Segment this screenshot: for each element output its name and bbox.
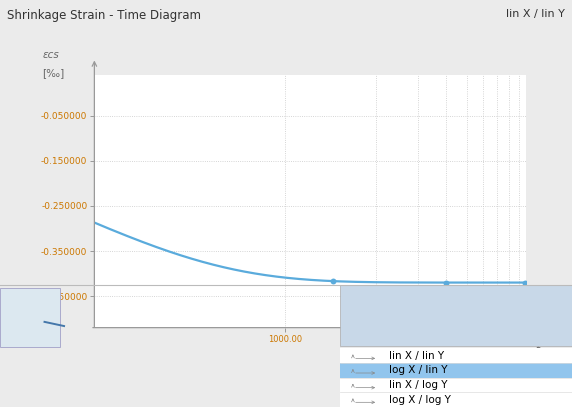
Text: εcs: εcs	[42, 50, 59, 60]
Text: Shrinkage Strain - Time Diagram: Shrinkage Strain - Time Diagram	[7, 9, 201, 22]
Point	[521, 279, 530, 286]
Text: lin X / lin Y: lin X / lin Y	[389, 351, 444, 361]
FancyBboxPatch shape	[340, 363, 572, 378]
Text: lin X / log Y: lin X / log Y	[389, 380, 447, 390]
Point	[441, 279, 450, 286]
Text: log X / log Y: log X / log Y	[389, 395, 451, 405]
Text: [days]: [days]	[535, 361, 568, 370]
FancyBboxPatch shape	[340, 348, 572, 363]
FancyBboxPatch shape	[340, 285, 572, 346]
Text: lin X / lin Y: lin X / lin Y	[506, 9, 565, 19]
FancyBboxPatch shape	[340, 392, 572, 407]
Text: [‰]: [‰]	[42, 68, 65, 78]
Point	[329, 278, 338, 284]
Text: log X / lin Y: log X / lin Y	[389, 365, 447, 375]
FancyBboxPatch shape	[340, 378, 572, 392]
Text: t: t	[535, 345, 539, 355]
FancyBboxPatch shape	[0, 288, 60, 347]
FancyBboxPatch shape	[340, 348, 572, 407]
